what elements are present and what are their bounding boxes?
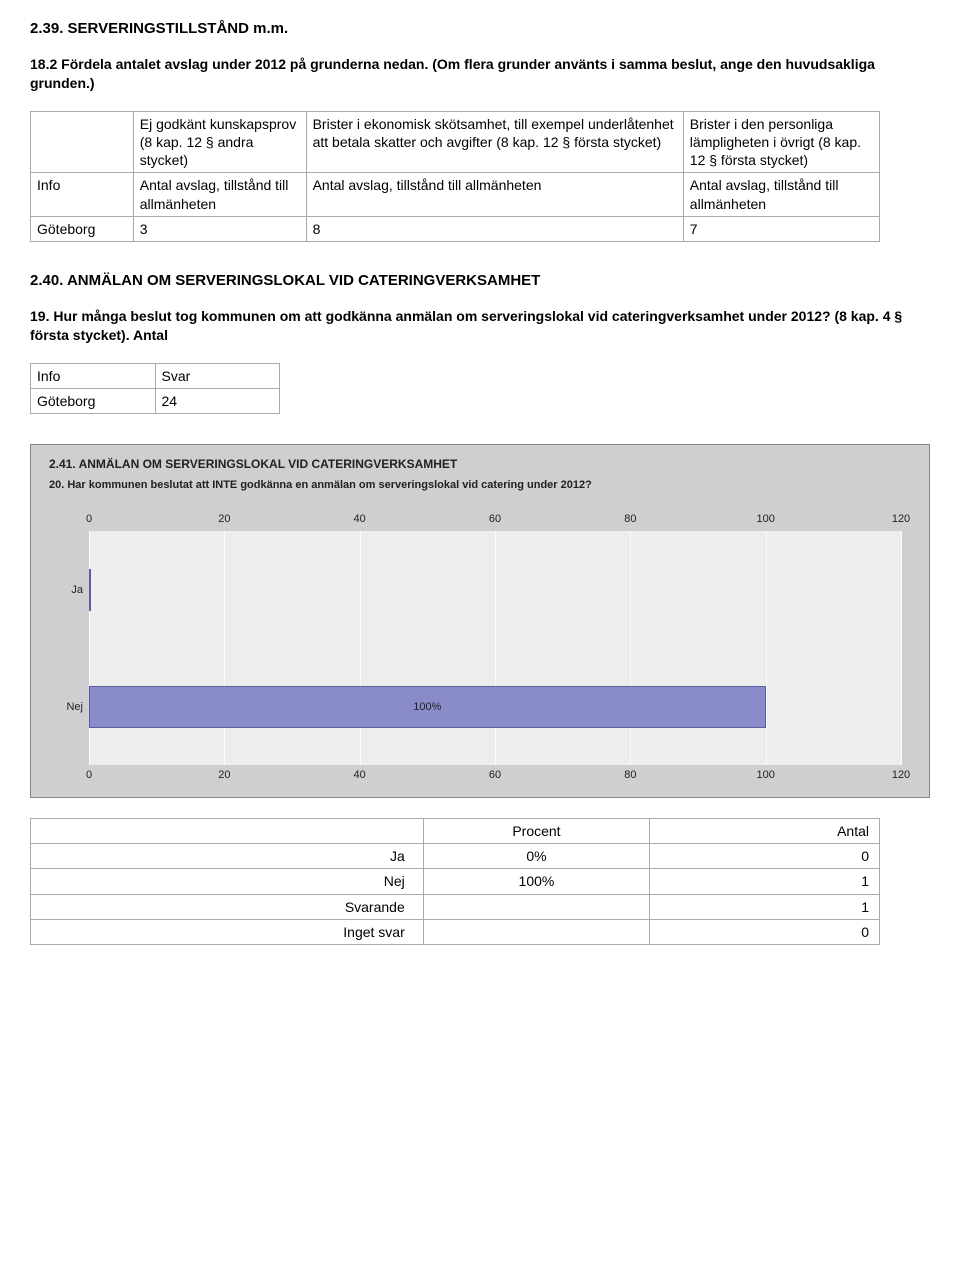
cell: Göteborg — [31, 388, 156, 413]
table-row: Göteborg 24 — [31, 388, 280, 413]
cell: 1 — [650, 869, 880, 894]
grid-line — [224, 531, 225, 765]
cell: Svar — [155, 363, 280, 388]
axis-tick: 20 — [218, 769, 230, 781]
axis-tick: 40 — [354, 769, 366, 781]
cell: Info — [31, 363, 156, 388]
table-row: Ej godkänt kunskapsprov (8 kap. 12 § and… — [31, 111, 880, 173]
table-row: Ja 0% 0 — [31, 844, 880, 869]
cell: Göteborg — [31, 216, 134, 241]
category-label: Ja — [49, 584, 83, 596]
cell: Procent — [423, 819, 649, 844]
cell: Antal — [650, 819, 880, 844]
axis-tick: 100 — [756, 513, 774, 525]
plot-area: JaNej100% — [89, 531, 901, 765]
cell: Ej godkänt kunskapsprov (8 kap. 12 § and… — [133, 111, 306, 173]
bar-value-label: 100% — [413, 701, 441, 713]
axis-tick: 60 — [489, 513, 501, 525]
table-row: Svarande 1 — [31, 894, 880, 919]
chart-plot: 020406080100120 JaNej100% 02040608010012… — [89, 513, 901, 783]
table-procent-antal: Procent Antal Ja 0% 0 Nej 100% 1 Svarand… — [30, 818, 880, 945]
cell: 0 — [650, 844, 880, 869]
cell: 0 — [650, 919, 880, 944]
cell: 3 — [133, 216, 306, 241]
table-row: Info Svar — [31, 363, 280, 388]
table-avslag: Ej godkänt kunskapsprov (8 kap. 12 § and… — [30, 111, 880, 242]
category-label: Nej — [49, 701, 83, 713]
cell — [31, 819, 424, 844]
table-row: Göteborg 3 8 7 — [31, 216, 880, 241]
cell: Antal avslag, tillstånd till allmänheten — [133, 173, 306, 216]
cell — [423, 919, 649, 944]
axis-tick: 100 — [756, 769, 774, 781]
cell: 1 — [650, 894, 880, 919]
cell: Nej — [31, 869, 424, 894]
cell: Brister i den personliga lämpligheten i … — [683, 111, 879, 173]
cell: 7 — [683, 216, 879, 241]
chart-241: 2.41. ANMÄLAN OM SERVERINGSLOKAL VID CAT… — [30, 444, 930, 798]
chart-question: 20. Har kommunen beslutat att INTE godkä… — [49, 479, 911, 491]
cell: Svarande — [31, 894, 424, 919]
cell: Info — [31, 173, 134, 216]
axis-tick: 20 — [218, 513, 230, 525]
cell: 100% — [423, 869, 649, 894]
axis-tick: 40 — [354, 513, 366, 525]
cell: Antal avslag, tillstånd till allmänheten — [306, 173, 683, 216]
bar — [89, 569, 91, 611]
cell: Inget svar — [31, 919, 424, 944]
table-svar: Info Svar Göteborg 24 — [30, 363, 280, 414]
axis-top: 020406080100120 — [89, 513, 901, 527]
grid-line — [89, 531, 90, 765]
question-19: 19. Hur många beslut tog kommunen om att… — [30, 307, 930, 345]
table-row: Inget svar 0 — [31, 919, 880, 944]
chart-section-heading: 2.41. ANMÄLAN OM SERVERINGSLOKAL VID CAT… — [49, 457, 911, 471]
grid-line — [495, 531, 496, 765]
cell: Ja — [31, 844, 424, 869]
table-row: Procent Antal — [31, 819, 880, 844]
grid-line — [766, 531, 767, 765]
grid-line — [901, 531, 902, 765]
cell — [31, 111, 134, 173]
cell: 8 — [306, 216, 683, 241]
cell — [423, 894, 649, 919]
cell: Brister i ekonomisk skötsamhet, till exe… — [306, 111, 683, 173]
grid-line — [360, 531, 361, 765]
axis-tick: 0 — [86, 769, 92, 781]
cell: 0% — [423, 844, 649, 869]
axis-tick: 120 — [892, 769, 910, 781]
section-heading-240: 2.40. ANMÄLAN OM SERVERINGSLOKAL VID CAT… — [30, 272, 930, 289]
section-heading-239: 2.39. SERVERINGSTILLSTÅND m.m. — [30, 20, 930, 37]
cell: Antal avslag, tillstånd till allmänheten — [683, 173, 879, 216]
axis-tick: 80 — [624, 513, 636, 525]
axis-tick: 60 — [489, 769, 501, 781]
table-row: Info Antal avslag, tillstånd till allmän… — [31, 173, 880, 216]
axis-tick: 0 — [86, 513, 92, 525]
grid-line — [630, 531, 631, 765]
question-18-2: 18.2 Fördela antalet avslag under 2012 p… — [30, 55, 930, 93]
axis-bottom: 020406080100120 — [89, 769, 901, 783]
cell: 24 — [155, 388, 280, 413]
axis-tick: 80 — [624, 769, 636, 781]
axis-tick: 120 — [892, 513, 910, 525]
table-row: Nej 100% 1 — [31, 869, 880, 894]
